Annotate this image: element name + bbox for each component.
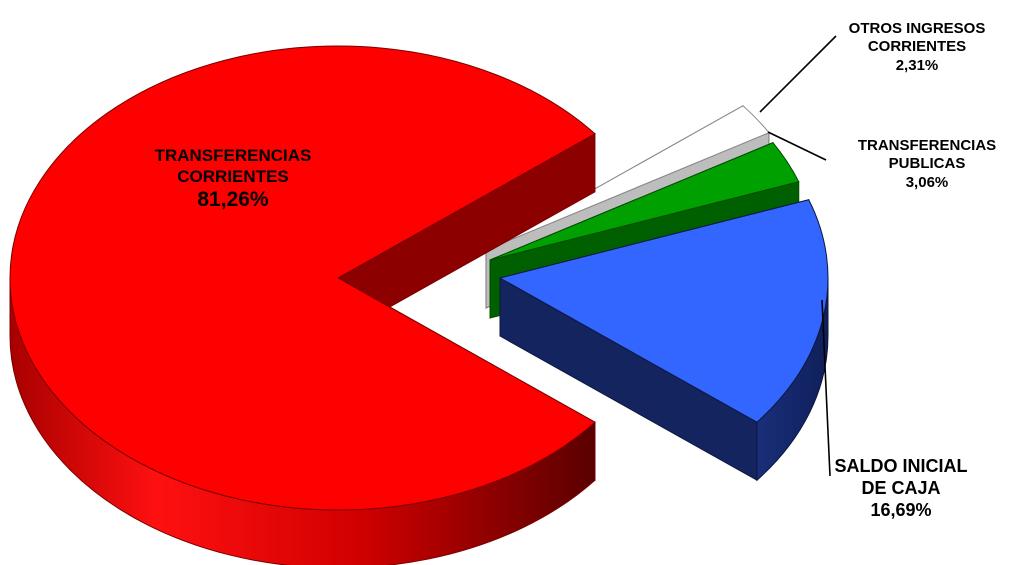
slice-value: 2,31%	[895, 56, 939, 74]
slice-label-transferencias-corrientes: TRANSFERENCIAS CORRIENTES 81,26%	[118, 146, 348, 213]
slice-value: 3,06%	[905, 173, 949, 191]
slice-name-line-1: TRANSFERENCIAS	[857, 137, 997, 154]
slice-name-line-1: OTROS INGRESOS	[848, 20, 986, 37]
slice-value: 16,69%	[870, 499, 932, 520]
slice-name-line-1: TRANSFERENCIAS	[154, 146, 312, 165]
slice-top-1	[498, 199, 829, 423]
slice-name-line-2: CORRIENTES	[867, 38, 967, 56]
slice-label-transferencias-publicas: TRANSFERENCIAS PUBLICAS 3,06%	[822, 137, 1029, 192]
slice-top-0	[9, 45, 596, 511]
leader-line-publicas	[767, 131, 827, 161]
slice-name-line-2: DE CAJA	[861, 477, 941, 498]
slice-label-saldo-inicial: SALDO INICIAL DE CAJA 16,69%	[826, 456, 976, 522]
pie-slice-1	[498, 199, 829, 482]
slice-name-line-2: PUBLICAS	[888, 155, 966, 173]
slice-name-line-1: SALDO INICIAL	[834, 456, 968, 476]
leader-line-otros	[759, 35, 837, 113]
slice-top-2	[489, 142, 800, 261]
leader-line-saldo	[821, 299, 831, 477]
pie-slice-0	[9, 45, 596, 565]
slice-name-line-2: CORRIENTES	[177, 166, 289, 186]
slice-label-otros-ingresos: OTROS INGRESOS CORRIENTES 2,31%	[812, 20, 1022, 75]
slice-value: 81,26%	[197, 188, 269, 212]
